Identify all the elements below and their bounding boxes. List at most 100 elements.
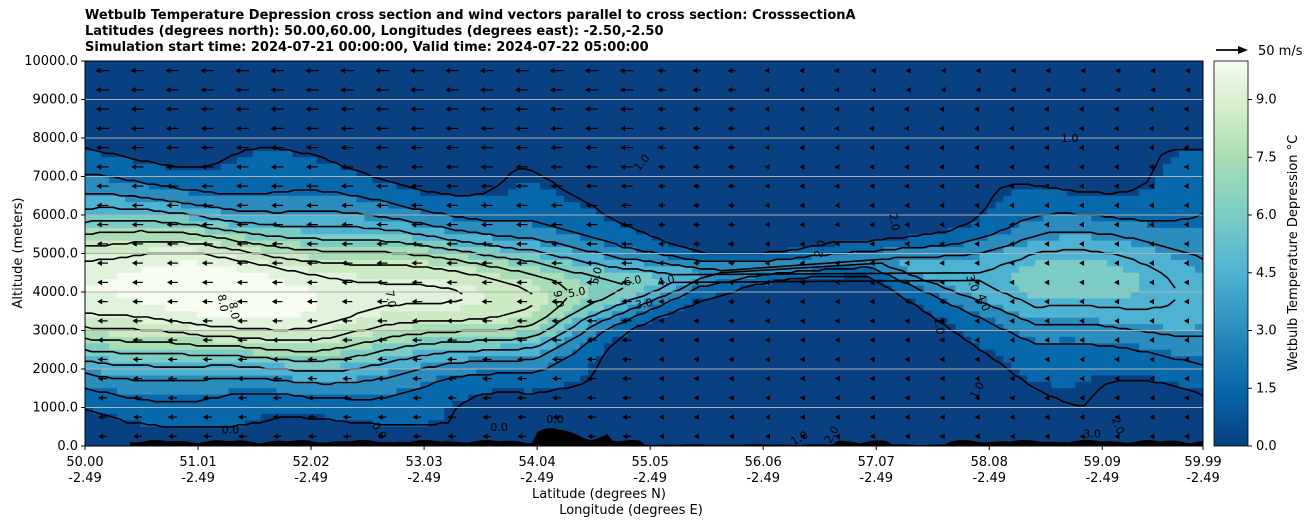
field-cell	[628, 394, 637, 402]
field-cell	[468, 349, 477, 357]
field-cell	[683, 215, 693, 223]
field-cell	[476, 324, 485, 332]
field-cell	[508, 259, 517, 267]
field-cell	[180, 413, 190, 421]
field-cell	[516, 73, 525, 81]
field-cell	[292, 176, 302, 184]
field-cell	[651, 182, 661, 190]
field-cell	[540, 259, 549, 267]
field-cell	[260, 388, 270, 396]
field-cell	[252, 279, 262, 287]
field-cell	[356, 420, 366, 428]
field-cell	[356, 157, 366, 165]
field-cell	[620, 272, 629, 280]
field-cell	[348, 195, 358, 203]
field-cell	[340, 215, 350, 223]
field-cell	[268, 324, 278, 332]
field-cell	[300, 304, 310, 312]
field-cell	[596, 298, 605, 306]
field-cell	[452, 138, 461, 146]
field-cell	[484, 234, 493, 242]
field-cell	[188, 93, 198, 101]
field-cell	[572, 80, 581, 88]
field-cell	[228, 112, 238, 120]
field-cell	[228, 298, 238, 306]
field-cell	[524, 279, 533, 287]
field-cell	[212, 336, 222, 344]
field-cell	[651, 150, 661, 158]
field-cell	[396, 189, 406, 197]
field-cell	[268, 433, 278, 441]
field-cell	[436, 388, 445, 396]
field-cell	[404, 259, 414, 267]
field-cell	[564, 266, 573, 274]
field-cell	[659, 343, 669, 351]
field-cell	[683, 388, 693, 396]
field-cell	[116, 292, 126, 300]
field-cell	[707, 80, 717, 88]
field-cell	[644, 407, 653, 415]
field-cell	[220, 80, 230, 88]
field-cell	[220, 208, 230, 216]
field-cell	[532, 259, 541, 267]
field-cell	[588, 253, 597, 261]
field-cell	[620, 388, 629, 396]
field-cell	[739, 112, 749, 120]
field-cell	[124, 208, 134, 216]
field-cell	[260, 369, 270, 377]
field-cell	[220, 157, 230, 165]
field-cell	[100, 234, 110, 242]
field-cell	[332, 413, 342, 421]
field-cell	[731, 362, 741, 370]
field-cell	[540, 80, 549, 88]
field-cell	[715, 356, 725, 364]
field-cell	[636, 182, 645, 190]
field-cell	[396, 105, 406, 113]
field-cell	[651, 170, 661, 178]
field-cell	[236, 61, 246, 69]
field-cell	[396, 279, 406, 287]
field-cell	[707, 420, 717, 428]
field-cell	[428, 234, 437, 242]
field-cell	[715, 272, 725, 280]
field-cell	[380, 189, 390, 197]
field-cell	[140, 176, 150, 184]
field-cell	[556, 401, 565, 409]
field-cell	[436, 182, 445, 190]
field-cell	[396, 311, 406, 319]
field-cell	[308, 118, 318, 126]
field-cell	[636, 356, 645, 364]
field-cell	[292, 394, 302, 402]
field-cell	[348, 292, 358, 300]
field-cell	[651, 311, 661, 319]
field-cell	[268, 118, 278, 126]
field-cell	[580, 240, 589, 248]
field-cell	[604, 356, 613, 364]
field-cell	[564, 292, 573, 300]
field-cell	[476, 407, 485, 415]
field-cell	[508, 189, 517, 197]
field-cell	[316, 407, 326, 415]
field-cell	[324, 413, 334, 421]
field-cell	[540, 215, 549, 223]
field-cell	[420, 369, 429, 377]
field-cell	[332, 343, 342, 351]
field-cell	[532, 202, 541, 210]
field-cell	[332, 189, 342, 197]
field-cell	[484, 426, 493, 434]
field-cell	[92, 362, 102, 370]
field-cell	[508, 118, 517, 126]
field-cell	[252, 413, 262, 421]
field-cell	[252, 343, 262, 351]
field-cell	[636, 195, 645, 203]
field-cell	[316, 317, 326, 325]
field-cell	[108, 202, 118, 210]
field-cell	[140, 324, 150, 332]
field-cell	[731, 394, 741, 402]
field-cell	[492, 324, 501, 332]
field-cell	[156, 304, 166, 312]
field-cell	[508, 272, 517, 280]
field-cell	[324, 227, 334, 235]
field-cell	[444, 227, 453, 235]
field-cell	[524, 215, 533, 223]
